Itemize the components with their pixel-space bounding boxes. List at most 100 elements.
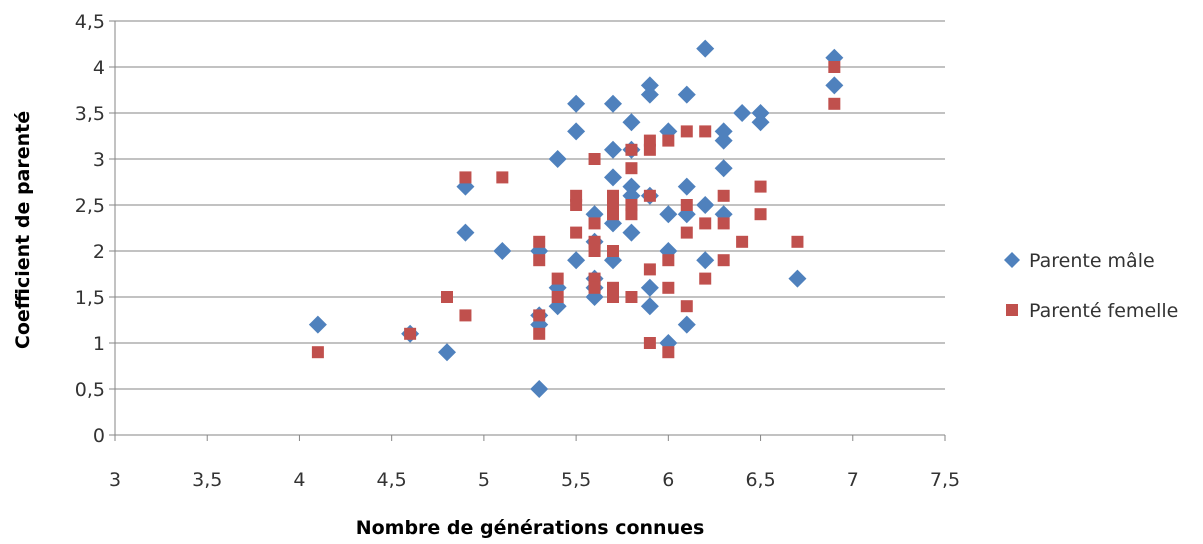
point-parente-femelle (791, 235, 804, 248)
point-parente-male (696, 196, 715, 214)
point-parente-male (640, 278, 659, 297)
point-parente-femelle (551, 291, 564, 303)
y-tick-label: 0 (93, 425, 105, 447)
point-parente-femelle (699, 125, 712, 138)
point-parente-male (604, 94, 622, 113)
legend-square-icon (1006, 304, 1018, 316)
point-parente-femelle (607, 281, 619, 294)
point-parente-femelle (533, 235, 546, 248)
point-parente-femelle (551, 272, 564, 285)
point-parente-femelle (588, 281, 601, 294)
x-tick-label: 5,5 (561, 469, 591, 491)
point-parente-femelle (607, 245, 619, 257)
point-parente-male (677, 315, 696, 334)
point-parente-male (825, 76, 844, 95)
point-parente-femelle (680, 300, 693, 313)
point-parente-male (714, 122, 733, 141)
point-parente-femelle (625, 291, 638, 303)
point-parente-femelle (828, 97, 841, 110)
point-parente-male (751, 104, 770, 122)
point-parente-femelle (699, 272, 712, 285)
point-parente-femelle (404, 327, 417, 340)
point-parente-femelle (680, 125, 693, 138)
x-tick-label: 3,5 (192, 469, 222, 491)
point-parente-male (677, 177, 696, 196)
point-parente-femelle (643, 337, 656, 349)
y-tick-label: 3,5 (75, 103, 105, 125)
point-parente-femelle (828, 61, 841, 73)
point-parente-femelle (533, 327, 546, 340)
y-tick-label: 1 (93, 333, 105, 355)
point-parente-male (714, 131, 733, 150)
point-parente-femelle (699, 217, 712, 230)
data-points (308, 39, 844, 398)
y-tick-label: 0,5 (75, 379, 105, 401)
point-parente-male (677, 85, 696, 104)
point-parente-male (548, 150, 567, 168)
point-parente-male (456, 223, 475, 242)
point-parente-male (714, 159, 733, 178)
point-parente-male (659, 205, 678, 224)
point-parente-femelle (754, 180, 767, 193)
point-parente-femelle (643, 143, 656, 156)
point-parente-femelle (588, 217, 601, 230)
point-parente-femelle (625, 208, 638, 221)
point-parente-male (567, 122, 586, 141)
y-tick-label: 2 (93, 241, 105, 263)
point-parente-femelle (311, 346, 324, 359)
point-parente-femelle (736, 235, 749, 248)
legend-item-female: Parenté femelle (1006, 300, 1178, 322)
point-parente-male (825, 48, 844, 67)
axes (109, 20, 946, 441)
point-parente-femelle (662, 134, 675, 147)
point-parente-femelle (607, 208, 619, 221)
y-tick-label: 4,5 (75, 11, 105, 33)
point-parente-femelle (643, 189, 656, 202)
point-parente-femelle (570, 189, 583, 202)
point-parente-femelle (625, 162, 638, 175)
point-parente-male (640, 76, 659, 95)
point-parente-femelle (680, 226, 693, 239)
gridlines (115, 20, 945, 390)
x-tick-label: 6,5 (745, 469, 775, 491)
point-parente-femelle (588, 153, 601, 165)
point-parente-femelle (533, 309, 546, 322)
point-parente-male (530, 380, 549, 398)
point-parente-femelle (441, 291, 453, 303)
point-parente-male (604, 168, 622, 187)
point-parente-femelle (570, 226, 583, 239)
point-parente-femelle (533, 254, 546, 267)
point-parente-male (604, 251, 622, 270)
x-axis-title: Nombre de générations connues (356, 517, 705, 539)
point-parente-femelle (625, 199, 638, 211)
x-tick-label: 4 (293, 469, 305, 491)
point-parente-femelle (588, 272, 601, 285)
point-parente-male (622, 113, 641, 132)
x-tick-label: 7,5 (930, 469, 960, 491)
point-parente-femelle (588, 235, 601, 248)
legend-label-female: Parenté femelle (1029, 300, 1178, 322)
point-parente-femelle (496, 171, 509, 184)
point-parente-femelle (717, 254, 730, 267)
point-parente-femelle (662, 281, 675, 294)
x-tick-label: 6 (662, 469, 674, 491)
y-tick-label: 4 (93, 57, 105, 79)
x-tick-label: 5 (478, 469, 490, 491)
point-parente-male (604, 140, 622, 159)
y-tick-label: 2,5 (75, 195, 105, 217)
x-tick-label: 7 (847, 469, 859, 491)
point-parente-femelle (717, 217, 730, 230)
point-parente-femelle (754, 208, 767, 221)
point-parente-femelle (625, 143, 638, 156)
point-parente-male (640, 85, 659, 104)
legend-label-male: Parente mâle (1029, 250, 1155, 272)
point-parente-male (696, 39, 715, 58)
point-parente-male (622, 177, 641, 196)
point-parente-male (640, 297, 659, 316)
point-parente-femelle (643, 134, 656, 147)
point-parente-male (788, 269, 807, 288)
point-parente-femelle (662, 346, 675, 359)
point-parente-femelle (680, 199, 693, 211)
point-parente-femelle (588, 245, 601, 257)
point-parente-femelle (607, 189, 619, 202)
